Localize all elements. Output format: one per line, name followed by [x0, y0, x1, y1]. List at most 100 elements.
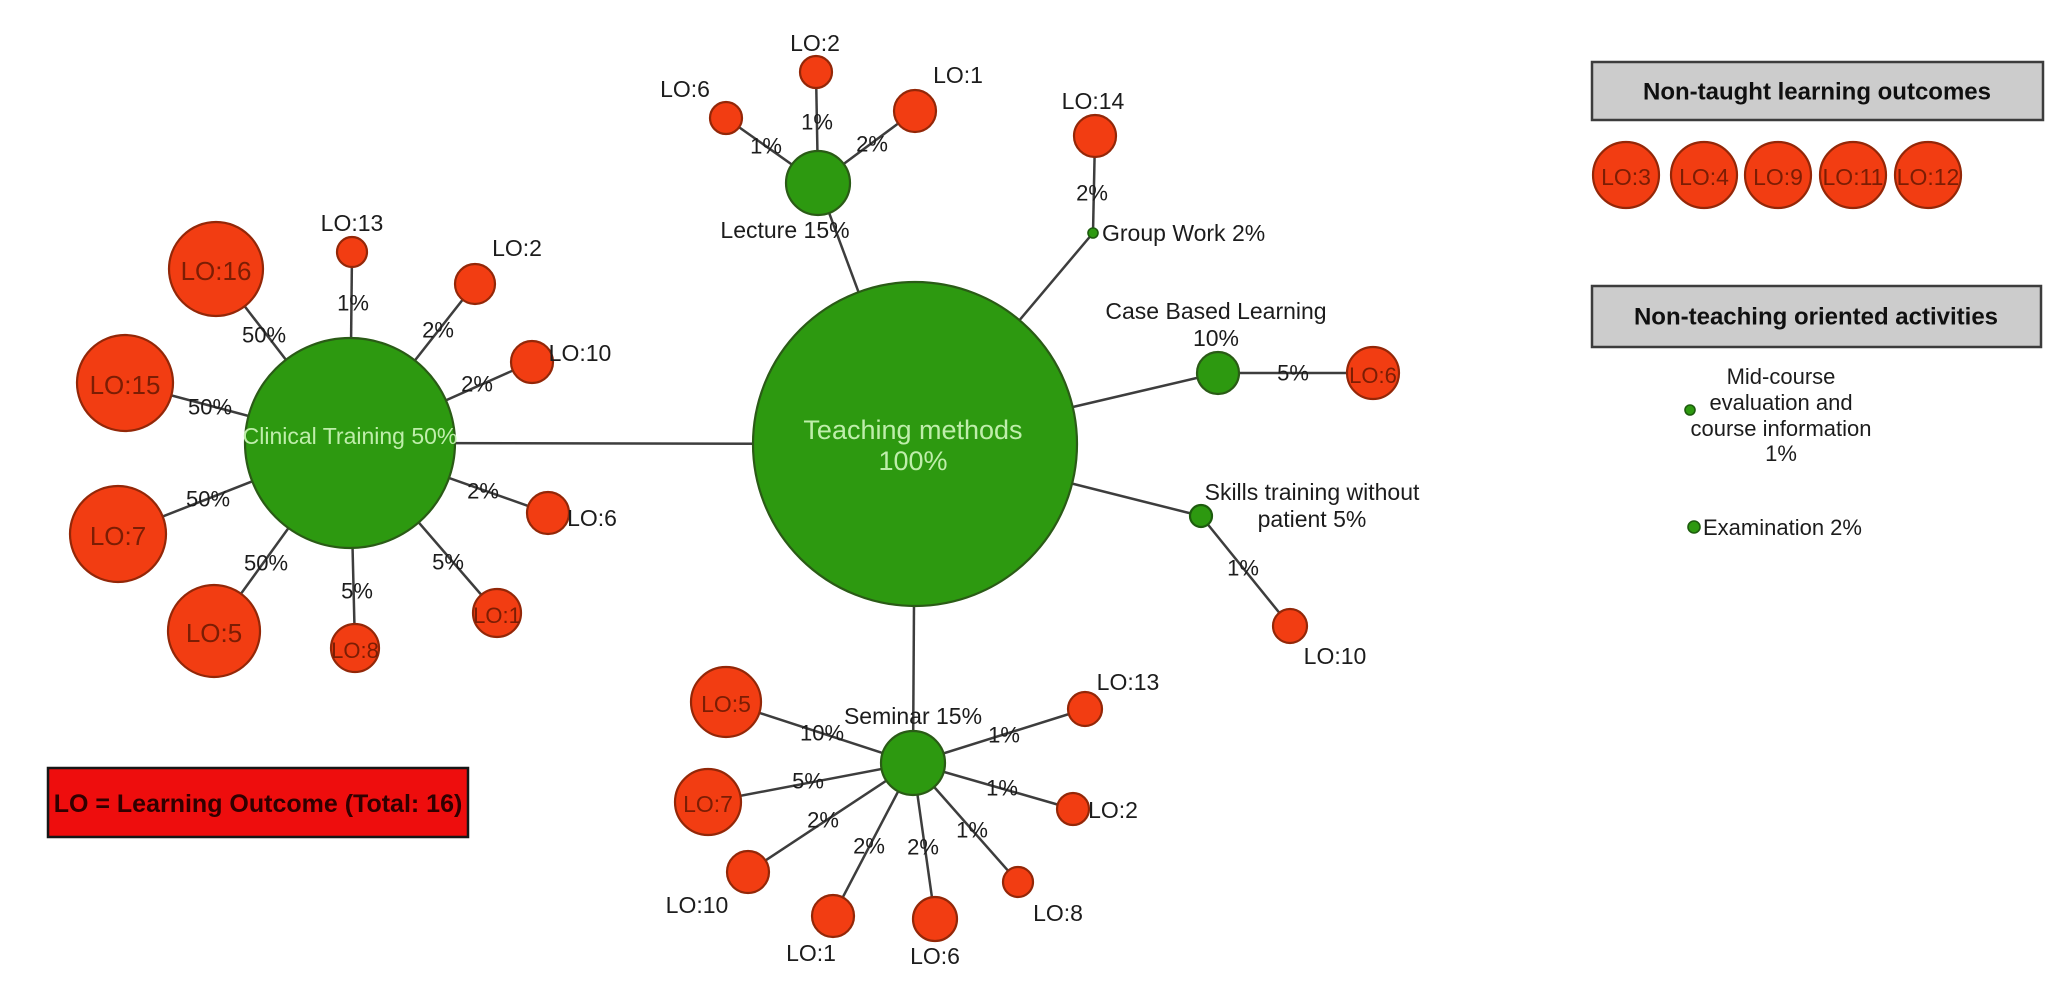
lo-abbreviation-legend-text: LO = Learning Outcome (Total: 16) — [54, 790, 463, 818]
label-s6: LO:6 — [910, 943, 960, 969]
edge-label-lecture-l6: 1% — [750, 134, 782, 159]
node-s13 — [1066, 690, 1104, 728]
node-c2 — [453, 262, 497, 306]
edge-label-seminar-s6: 2% — [907, 835, 939, 860]
edge-label-lecture-l2: 1% — [801, 110, 833, 135]
label-c8: LO:8 — [331, 638, 379, 663]
edge-label-lecture-l1: 2% — [856, 132, 888, 157]
label-s5: LO:5 — [701, 691, 751, 717]
label-c7: LO:7 — [90, 521, 146, 551]
node-c8 — [329, 622, 381, 674]
node-l1 — [892, 88, 938, 134]
node-k10 — [1271, 607, 1309, 645]
node-teaching — [751, 280, 1079, 608]
node-s6 — [911, 895, 959, 943]
node-s2 — [1055, 791, 1091, 827]
label-examination: Examination 2% — [1703, 515, 1862, 540]
node-groupwork — [1087, 227, 1099, 239]
node-s7 — [673, 767, 743, 837]
node-s5 — [689, 665, 763, 739]
node-b6 — [1345, 345, 1401, 401]
node-lecture — [784, 149, 852, 217]
node-skills — [1188, 503, 1214, 529]
label-s10: LO:10 — [666, 892, 729, 918]
node-l2 — [798, 54, 834, 90]
edge-label-seminar-s5: 10% — [800, 721, 844, 746]
node-s10 — [725, 849, 771, 895]
edge-label-groupwork-g14: 2% — [1076, 181, 1108, 206]
label-c6: LO:6 — [567, 505, 617, 531]
edge-label-seminar-s7: 5% — [792, 769, 824, 794]
node-c13 — [335, 235, 369, 269]
node-g14 — [1072, 113, 1118, 159]
node-c6 — [525, 490, 571, 536]
node-p4 — [1669, 140, 1739, 210]
label-s8: LO:8 — [1033, 900, 1083, 926]
label-k10: LO:10 — [1304, 643, 1367, 669]
label-p12: LO:12 — [1897, 164, 1960, 190]
label-c5: LO:5 — [186, 618, 242, 648]
label-lecture: Lecture 15% — [720, 217, 849, 243]
label-s2: LO:2 — [1088, 797, 1138, 823]
label-groupwork: Group Work 2% — [1102, 220, 1265, 246]
label-c13: LO:13 — [321, 210, 384, 236]
edge-label-clinical-c1: 5% — [432, 550, 464, 575]
edge-label-clinical-c16: 50% — [242, 323, 286, 348]
label-c10: LO:10 — [549, 340, 612, 366]
edge-label-seminar-s1: 2% — [853, 834, 885, 859]
label-b6: LO:6 — [1349, 363, 1397, 388]
label-l6: LO:6 — [660, 76, 710, 102]
edge-label-clinical-c8: 5% — [341, 579, 373, 604]
edge-label-seminar-s8: 1% — [956, 818, 988, 843]
label-c1: LO:1 — [473, 603, 521, 628]
edge-label-clinical-c2: 2% — [422, 318, 454, 343]
nontaught-header-text: Non-taught learning outcomes — [1643, 79, 1991, 106]
node-examination — [1687, 520, 1701, 534]
node-c16 — [167, 220, 265, 318]
node-l6 — [708, 100, 744, 136]
node-s1 — [810, 893, 856, 939]
node-p3 — [1591, 140, 1661, 210]
node-p11 — [1818, 140, 1888, 210]
label-clinical: Clinical Training 50% — [243, 423, 458, 449]
node-c5 — [166, 583, 262, 679]
edge-label-seminar-s2: 1% — [986, 776, 1018, 801]
label-p4: LO:4 — [1679, 164, 1729, 190]
node-seminar — [879, 729, 947, 797]
label-g14: LO:14 — [1062, 88, 1125, 114]
lo-abbreviation-legend-box — [46, 766, 470, 839]
label-teaching: Teaching methods 100% — [803, 415, 1022, 476]
nonteaching-header-text: Non-teaching oriented activities — [1634, 304, 1998, 331]
edge-label-clinical-c6: 2% — [467, 479, 499, 504]
label-p11: LO:11 — [1823, 164, 1884, 190]
label-s7: LO:7 — [683, 791, 733, 817]
node-p12 — [1893, 140, 1963, 210]
edge-seminar-s7 — [707, 761, 914, 804]
nontaught-header-box — [1590, 60, 2045, 122]
label-c2: LO:2 — [492, 235, 542, 261]
label-p3: LO:3 — [1601, 164, 1651, 190]
edge-label-clinical-c7: 50% — [186, 487, 230, 512]
node-cbl — [1195, 350, 1241, 396]
node-c10 — [509, 339, 555, 385]
label-l2: LO:2 — [790, 30, 840, 56]
edge-label-cbl-b6: 5% — [1277, 361, 1309, 386]
edge-label-skills-k10: 1% — [1227, 556, 1259, 581]
node-c1 — [471, 587, 523, 639]
node-p9 — [1743, 140, 1813, 210]
node-midcourse — [1684, 404, 1696, 416]
edge-label-clinical-c15: 50% — [188, 395, 232, 420]
label-s13: LO:13 — [1097, 669, 1160, 695]
label-c15: LO:15 — [90, 370, 161, 400]
label-s1: LO:1 — [786, 940, 836, 966]
node-c7 — [68, 484, 168, 584]
edge-label-clinical-c10: 2% — [461, 372, 493, 397]
label-skills: Skills training without patient 5% — [1205, 479, 1420, 532]
label-seminar: Seminar 15% — [844, 703, 982, 729]
label-midcourse: Mid-course evaluation and course informati… — [1691, 364, 1872, 466]
edge-label-clinical-c5: 50% — [244, 551, 288, 576]
label-c16: LO:16 — [181, 256, 252, 286]
label-p9: LO:9 — [1753, 164, 1803, 190]
